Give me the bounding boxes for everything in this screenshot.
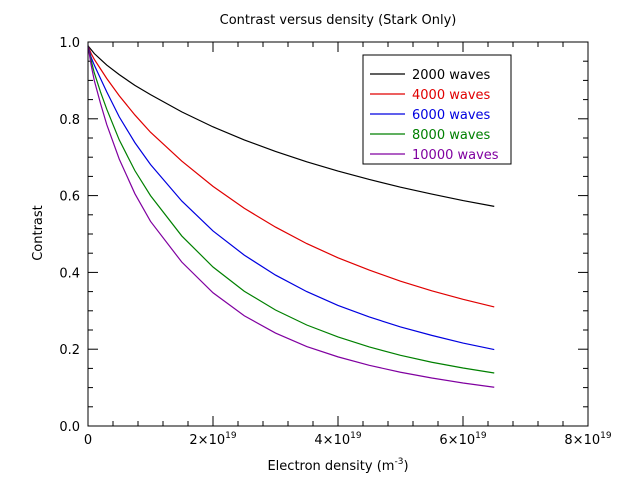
y-tick-label: 0.6 xyxy=(59,190,80,205)
y-tick-label: 0.4 xyxy=(59,266,80,281)
y-tick-label: 0.8 xyxy=(59,113,80,128)
series-line-1 xyxy=(87,45,495,207)
x-axis-label-close: ) xyxy=(403,459,408,474)
y-tick-label: 1.0 xyxy=(59,36,80,51)
series-line-3 xyxy=(87,45,495,351)
x-axis-label: Electron density (m-3) xyxy=(267,457,408,474)
chart-title: Contrast versus density (Stark Only) xyxy=(220,13,457,28)
y-axis-label: Contrast xyxy=(31,205,46,261)
tick-labels: 0.00.20.40.60.81.00 2×1019 4×1019 6×1019 8×1… xyxy=(59,36,612,448)
x-tick-base: 6×10 xyxy=(439,433,475,448)
axis-ticks xyxy=(87,41,589,427)
series-lines xyxy=(87,45,495,388)
x-tick-base: 8×10 xyxy=(564,433,600,448)
x-axis-label-main: Electron density (m xyxy=(267,459,394,474)
legend-label: 6000 waves xyxy=(412,108,491,123)
x-axis-label-exponent: -3 xyxy=(394,457,403,467)
x-tick-base: 2×10 xyxy=(189,433,225,448)
legend-box xyxy=(362,54,512,165)
legend-label: 10000 waves xyxy=(412,148,499,163)
series-line-2 xyxy=(87,45,495,308)
x-tick-exponent: 19 xyxy=(225,431,237,441)
legend: 2000 waves 4000 waves 6000 waves 8000 waves… xyxy=(362,54,512,165)
series-line-4 xyxy=(87,45,495,374)
x-tick-base: 4×10 xyxy=(314,433,350,448)
x-tick-label: 0 xyxy=(84,433,92,448)
plot-frame xyxy=(87,41,589,427)
legend-label: 2000 waves xyxy=(412,68,491,83)
x-tick-exponent: 19 xyxy=(350,431,362,441)
x-tick-exponent: 19 xyxy=(475,431,487,441)
y-tick-label: 0.2 xyxy=(59,343,80,358)
legend-label: 8000 waves xyxy=(412,128,491,143)
series-line-5 xyxy=(87,45,495,388)
x-tick-label: 6×1019 xyxy=(439,431,486,448)
x-tick-label: 4×1019 xyxy=(314,431,361,448)
x-tick-label: 8×1019 xyxy=(564,431,611,448)
x-tick-label: 2×1019 xyxy=(189,431,236,448)
x-tick-base: 0 xyxy=(84,433,92,448)
y-tick-label: 0.0 xyxy=(59,420,80,435)
x-tick-exponent: 19 xyxy=(600,431,612,441)
legend-label: 4000 waves xyxy=(412,88,491,103)
